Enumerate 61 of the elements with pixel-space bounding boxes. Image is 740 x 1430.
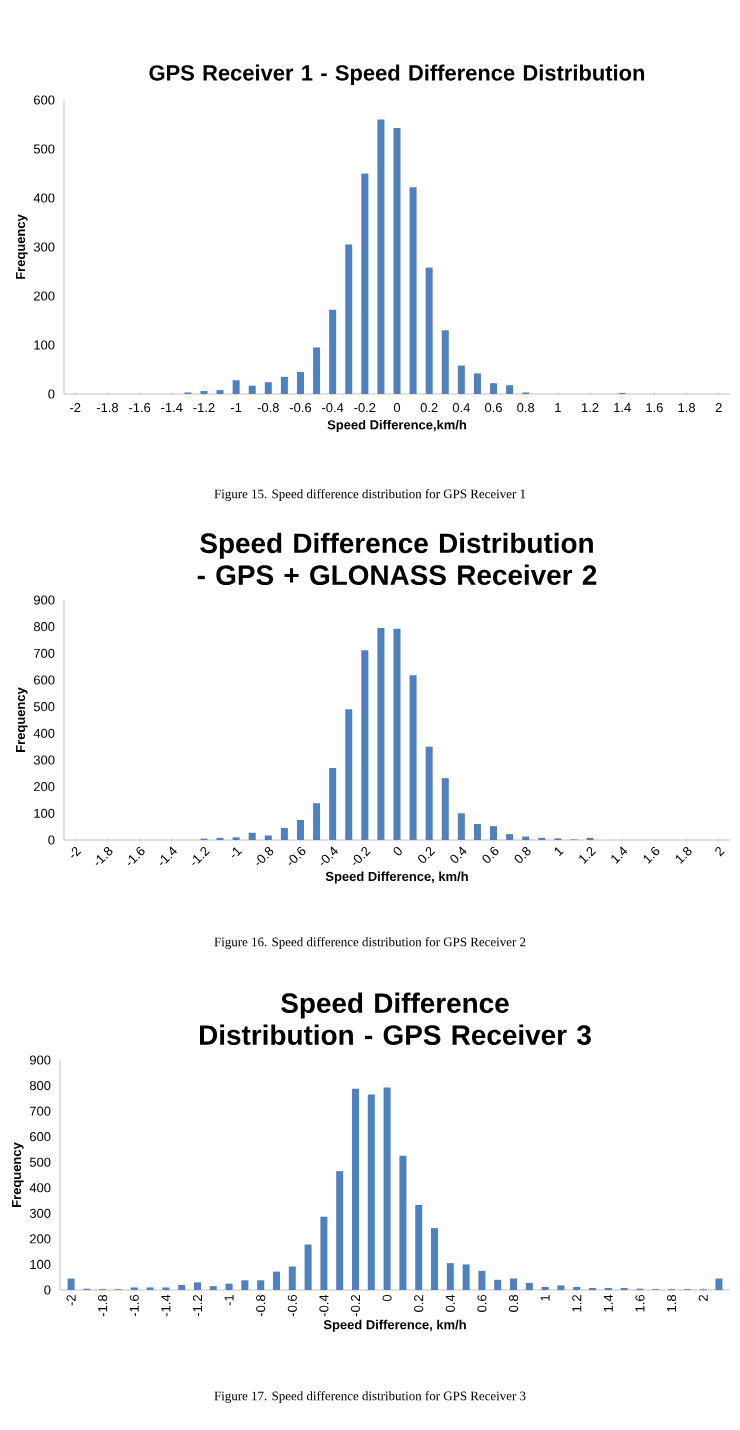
bar xyxy=(506,385,514,394)
bar xyxy=(320,1216,328,1290)
bar xyxy=(415,1204,423,1290)
bar xyxy=(425,746,433,840)
bar xyxy=(272,1271,280,1290)
bar xyxy=(377,628,385,840)
bar xyxy=(367,1094,375,1290)
bar xyxy=(399,1155,407,1290)
bar xyxy=(352,1088,359,1290)
bar xyxy=(494,1279,502,1290)
bar xyxy=(457,365,465,394)
bar xyxy=(393,628,401,840)
bar xyxy=(409,187,417,394)
bar xyxy=(329,309,337,394)
bar xyxy=(383,1087,391,1290)
bar xyxy=(296,819,304,840)
bar xyxy=(248,832,256,840)
bar xyxy=(462,1264,470,1290)
bar xyxy=(441,330,449,394)
bar xyxy=(296,371,304,394)
bar xyxy=(67,1278,75,1290)
bar xyxy=(345,709,353,840)
bar xyxy=(446,1263,454,1290)
bar xyxy=(304,1244,312,1290)
bar xyxy=(288,1266,296,1290)
bar xyxy=(361,650,369,840)
bar xyxy=(257,1280,265,1290)
bar xyxy=(225,1283,233,1290)
chart-title: Speed Difference Distribution - GPS Receiver 3 xyxy=(200,992,591,1045)
bar xyxy=(329,768,337,840)
bar xyxy=(393,127,401,394)
bar xyxy=(409,675,417,840)
chart-title: GPS Receiver 1 - Speed Difference Distribution xyxy=(149,64,645,85)
bar xyxy=(473,373,481,394)
bar xyxy=(178,1284,186,1290)
bar xyxy=(280,827,288,840)
bar xyxy=(457,813,465,840)
bar xyxy=(248,385,256,394)
bar xyxy=(715,1278,723,1290)
bar xyxy=(490,383,498,394)
bar xyxy=(313,803,321,840)
bar xyxy=(241,1280,249,1290)
bar xyxy=(478,1270,486,1290)
bar xyxy=(473,823,481,840)
bar xyxy=(490,826,498,840)
bar xyxy=(280,376,288,394)
bar xyxy=(441,778,449,840)
bar xyxy=(264,382,272,394)
bar xyxy=(377,119,385,394)
bar xyxy=(525,1282,533,1290)
bar xyxy=(313,347,321,394)
chart-title: Speed Difference Distribution - GPS + GLONASS Receiver 2 xyxy=(197,532,597,586)
bar xyxy=(510,1278,518,1290)
bar xyxy=(345,244,353,394)
bar xyxy=(361,173,369,394)
bar xyxy=(336,1171,344,1290)
bar xyxy=(232,380,240,394)
bar xyxy=(506,834,514,840)
bar xyxy=(425,267,433,394)
bar xyxy=(431,1228,439,1290)
bar xyxy=(193,1282,201,1290)
